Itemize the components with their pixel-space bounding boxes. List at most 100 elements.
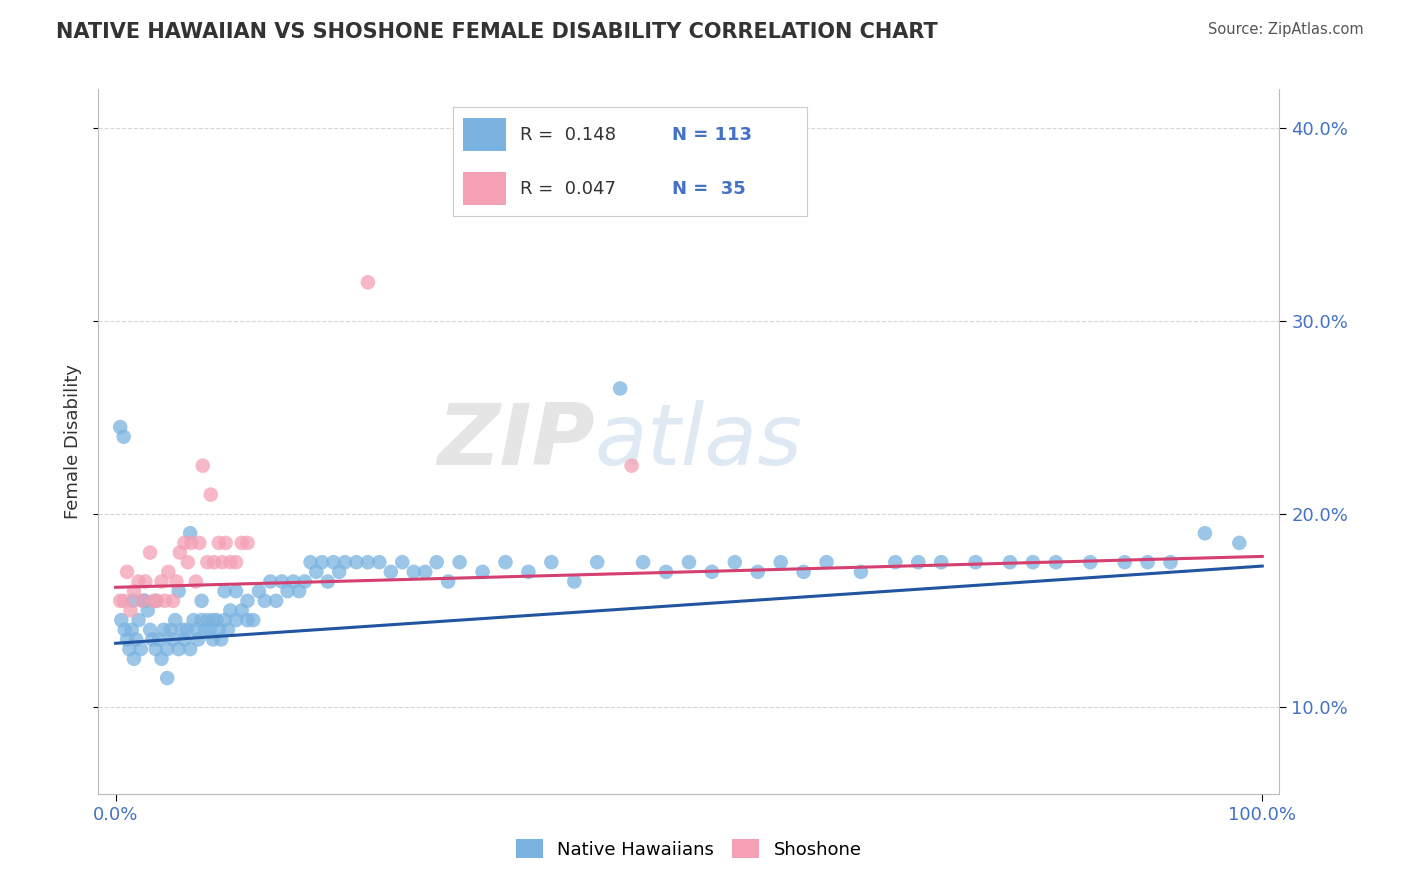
Point	[167, 584, 190, 599]
Point	[194, 623, 217, 637]
Point	[202, 613, 225, 627]
Point	[195, 555, 218, 569]
Point	[1136, 555, 1159, 569]
Point	[162, 594, 184, 608]
Point	[200, 488, 222, 502]
Point	[655, 565, 678, 579]
Point	[678, 555, 700, 569]
Point	[316, 574, 339, 589]
Point	[259, 574, 281, 589]
Point	[270, 574, 292, 589]
Point	[108, 420, 131, 434]
Point	[344, 555, 367, 569]
Point	[112, 594, 135, 608]
Point	[1045, 555, 1067, 569]
Point	[145, 594, 167, 608]
Point	[179, 526, 201, 541]
Point	[277, 584, 299, 599]
Point	[134, 594, 156, 608]
Point	[540, 555, 562, 569]
Point	[152, 623, 174, 637]
Point	[110, 613, 132, 627]
Text: atlas: atlas	[595, 400, 803, 483]
Point	[202, 555, 225, 569]
Point	[391, 555, 413, 569]
Point	[333, 555, 356, 569]
Point	[136, 603, 159, 617]
Point	[380, 565, 402, 579]
Point	[172, 623, 194, 637]
Point	[139, 545, 162, 559]
Point	[180, 536, 202, 550]
Point	[219, 603, 242, 617]
Point	[1022, 555, 1045, 569]
Point	[179, 642, 201, 657]
Point	[120, 603, 142, 617]
Point	[724, 555, 747, 569]
Point	[413, 565, 436, 579]
Point	[1160, 555, 1182, 569]
Point	[118, 642, 141, 657]
Point	[225, 613, 247, 627]
Point	[115, 632, 138, 647]
Point	[214, 613, 236, 627]
Point	[1078, 555, 1101, 569]
Point	[747, 565, 769, 579]
Point	[150, 651, 173, 665]
Point	[449, 555, 471, 569]
Point	[198, 623, 221, 637]
Point	[146, 594, 169, 608]
Point	[631, 555, 654, 569]
Point	[190, 613, 212, 627]
Point	[173, 632, 195, 647]
Point	[134, 574, 156, 589]
Point	[128, 574, 150, 589]
Point	[173, 536, 195, 550]
Point	[156, 642, 179, 657]
Point	[907, 555, 929, 569]
Point	[328, 565, 350, 579]
Point	[562, 574, 585, 589]
Point	[188, 536, 211, 550]
Point	[793, 565, 815, 579]
Point	[965, 555, 987, 569]
Point	[145, 642, 167, 657]
Point	[112, 430, 135, 444]
Point	[190, 594, 212, 608]
Point	[115, 565, 138, 579]
Point	[122, 584, 145, 599]
Point	[214, 584, 236, 599]
Point	[156, 671, 179, 685]
Point	[215, 536, 238, 550]
Point	[815, 555, 838, 569]
Point	[225, 584, 247, 599]
Point	[849, 565, 872, 579]
Point	[211, 555, 233, 569]
Point	[165, 613, 187, 627]
Point	[1194, 526, 1216, 541]
Point	[586, 555, 609, 569]
Point	[231, 536, 253, 550]
Point	[148, 632, 170, 647]
Point	[495, 555, 517, 569]
Point	[1227, 536, 1250, 550]
Point	[288, 584, 311, 599]
Point	[187, 632, 209, 647]
Point	[357, 555, 380, 569]
Point	[368, 555, 391, 569]
Point	[205, 613, 228, 627]
Point	[195, 613, 218, 627]
Point	[131, 594, 153, 608]
Point	[357, 275, 380, 289]
Point	[176, 623, 198, 637]
Point	[929, 555, 952, 569]
Point	[437, 574, 460, 589]
Point	[122, 651, 145, 665]
Point	[769, 555, 792, 569]
Point	[217, 623, 239, 637]
Point	[299, 555, 322, 569]
Point	[167, 642, 190, 657]
Y-axis label: Female Disability: Female Disability	[65, 364, 83, 519]
Point	[191, 458, 214, 473]
Point	[184, 574, 207, 589]
